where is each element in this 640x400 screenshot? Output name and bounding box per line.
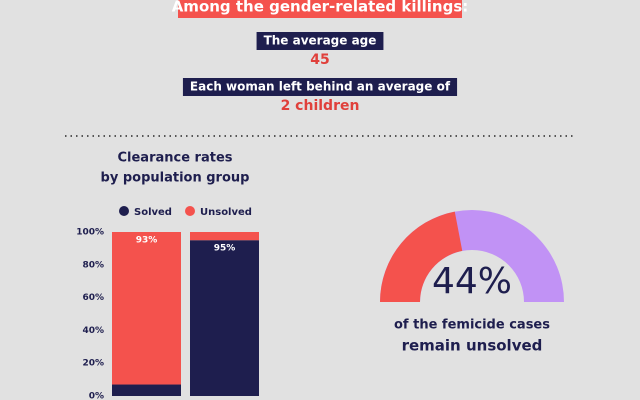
banner bbox=[178, 0, 462, 18]
value-label: 95% bbox=[214, 244, 236, 254]
banner-text: Among the gender-related killings: bbox=[172, 0, 469, 16]
bar-segment bbox=[190, 232, 259, 241]
value-label: 93% bbox=[136, 236, 158, 246]
y-tick-label: 40% bbox=[82, 326, 104, 336]
y-tick-label: 20% bbox=[82, 359, 104, 369]
bar-segment bbox=[112, 384, 181, 396]
y-tick-label: 0% bbox=[89, 392, 104, 400]
legend-label: Unsolved bbox=[200, 207, 252, 218]
gauge-caption: of the femicide cases bbox=[394, 318, 550, 333]
y-tick-label: 100% bbox=[76, 228, 104, 238]
bar-segment bbox=[190, 240, 259, 396]
fact-label: Each woman left behind an average of bbox=[190, 80, 451, 94]
y-tick-label: 60% bbox=[82, 293, 104, 303]
chart-title: Clearance rates bbox=[117, 151, 232, 166]
fact-label: The average age bbox=[264, 34, 377, 48]
chart-title: by population group bbox=[101, 171, 250, 186]
gauge-value bbox=[380, 211, 463, 302]
legend-swatch bbox=[119, 206, 129, 216]
legend-swatch bbox=[185, 206, 195, 216]
gauge-label: 44% bbox=[432, 261, 512, 302]
fact-value: 45 bbox=[310, 52, 329, 68]
legend-label: Solved bbox=[134, 207, 172, 218]
fact-label-box bbox=[256, 32, 384, 50]
gauge-caption: remain unsolved bbox=[402, 337, 543, 355]
bar-segment bbox=[112, 232, 181, 385]
fact-value: 2 children bbox=[281, 98, 360, 114]
fact-label-box bbox=[182, 78, 458, 96]
y-tick-label: 80% bbox=[82, 260, 104, 270]
